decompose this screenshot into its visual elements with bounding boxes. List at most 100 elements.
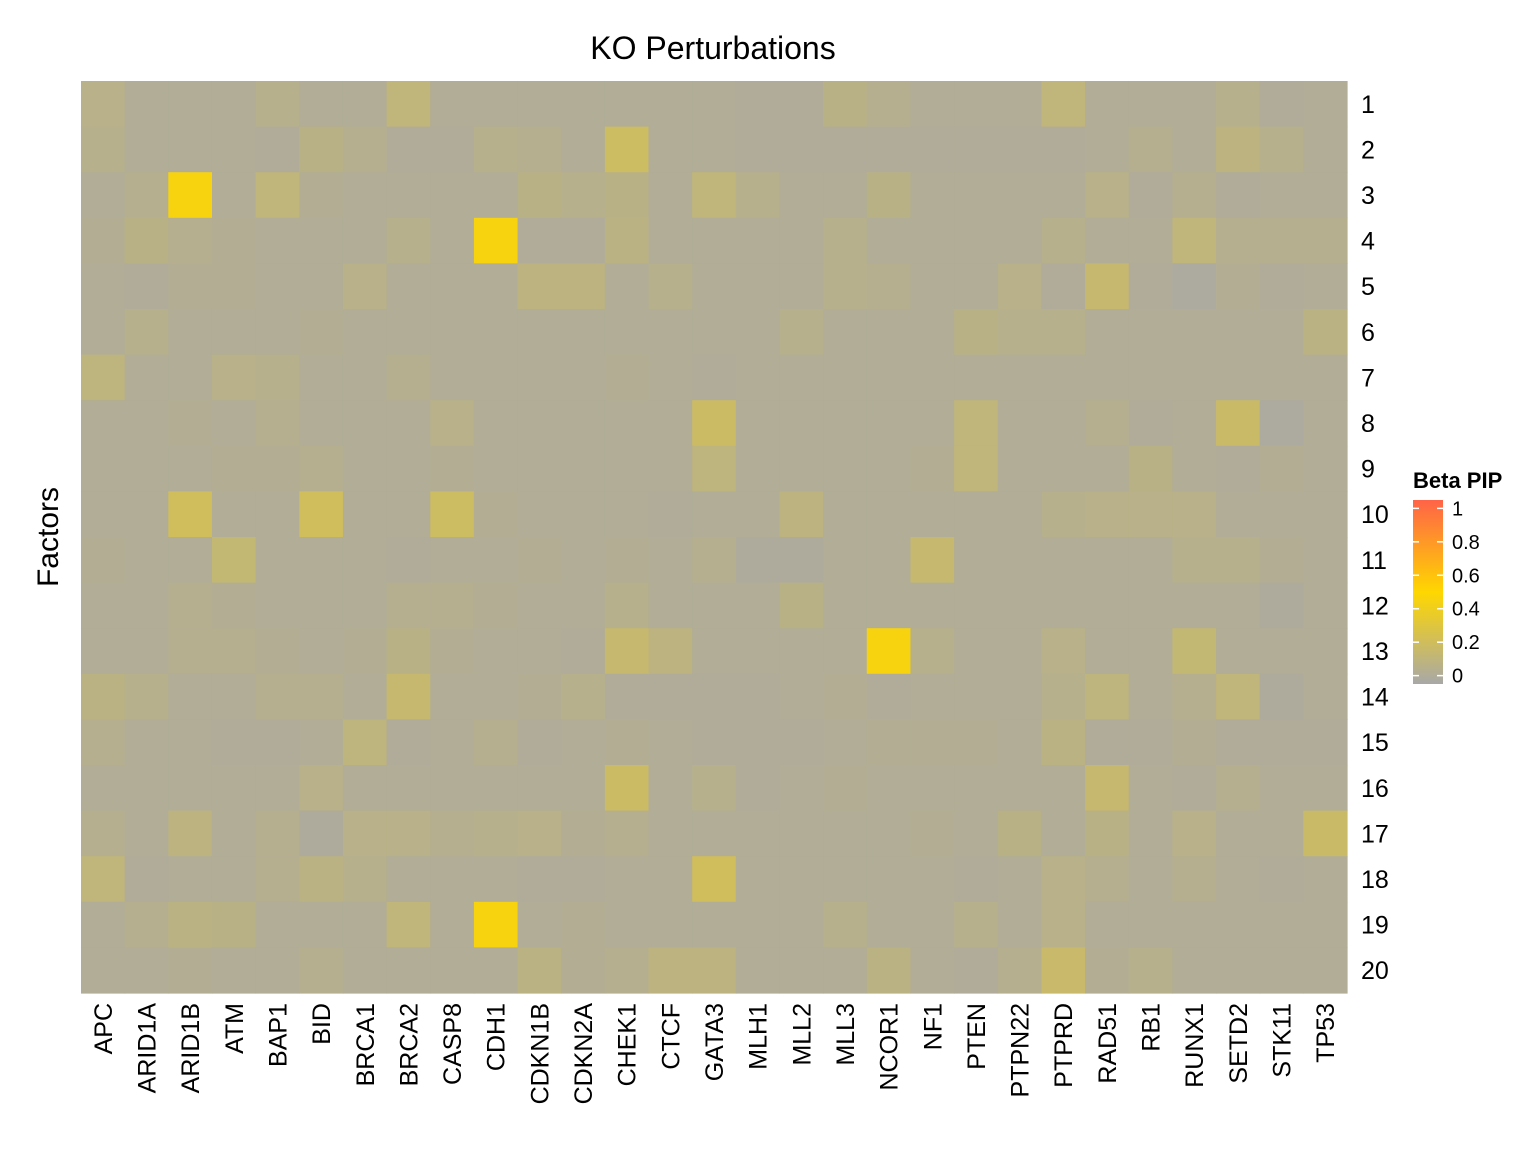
heatmap-cell bbox=[910, 81, 955, 128]
heatmap-cell bbox=[81, 537, 126, 584]
heatmap-cell bbox=[692, 491, 737, 538]
heatmap-cell bbox=[1259, 309, 1304, 356]
heatmap-cell bbox=[1128, 354, 1173, 401]
y-tick-label: 17 bbox=[1361, 820, 1389, 848]
heatmap-cell bbox=[866, 172, 912, 219]
heatmap-cell bbox=[473, 263, 519, 310]
heatmap-cell bbox=[779, 582, 824, 629]
heatmap-cell bbox=[823, 172, 868, 219]
heatmap-cell bbox=[1303, 947, 1348, 994]
heatmap-cell bbox=[692, 856, 737, 903]
heatmap-cell bbox=[954, 217, 999, 264]
x-tick-label: RAD51 bbox=[1094, 1003, 1122, 1084]
heatmap-cell bbox=[1303, 126, 1348, 173]
heatmap-cell bbox=[211, 309, 257, 356]
heatmap-cell bbox=[1303, 628, 1348, 675]
heatmap-cell bbox=[561, 719, 606, 766]
heatmap-cell bbox=[823, 673, 868, 720]
heatmap-cell bbox=[1085, 81, 1130, 128]
heatmap-cell bbox=[299, 537, 344, 584]
x-tick-label: ARID1B bbox=[177, 1003, 205, 1093]
heatmap-cell bbox=[1172, 172, 1217, 219]
heatmap-cell bbox=[1128, 400, 1173, 447]
heatmap-cell bbox=[1172, 263, 1217, 310]
heatmap-cell bbox=[1216, 719, 1261, 766]
y-tick-label: 4 bbox=[1361, 228, 1375, 256]
heatmap-cell bbox=[1085, 947, 1130, 994]
heatmap-cell bbox=[692, 582, 737, 629]
heatmap-cell bbox=[211, 400, 257, 447]
heatmap-cell bbox=[823, 537, 868, 584]
heatmap-cell bbox=[866, 901, 912, 948]
heatmap-cell bbox=[1085, 765, 1130, 812]
heatmap-cell bbox=[1303, 810, 1348, 857]
heatmap-cell bbox=[299, 491, 344, 538]
legend-tick-label: 0.2 bbox=[1452, 632, 1480, 654]
heatmap-cell bbox=[255, 445, 300, 492]
heatmap-cell bbox=[561, 856, 606, 903]
heatmap-cell bbox=[692, 81, 737, 128]
heatmap-cell bbox=[517, 81, 562, 128]
heatmap-cell bbox=[1259, 81, 1304, 128]
heatmap-cell bbox=[866, 263, 912, 310]
heatmap-cell bbox=[1085, 445, 1130, 492]
heatmap-cell bbox=[997, 400, 1043, 447]
y-tick-label: 8 bbox=[1361, 410, 1375, 438]
heatmap-cell bbox=[823, 628, 868, 675]
heatmap-cell bbox=[386, 81, 431, 128]
heatmap-cell bbox=[997, 491, 1043, 538]
heatmap-cell bbox=[823, 217, 868, 264]
heatmap-cell bbox=[386, 491, 431, 538]
heatmap-cell bbox=[823, 582, 868, 629]
heatmap-cell bbox=[779, 172, 824, 219]
heatmap-cell bbox=[954, 81, 999, 128]
heatmap-cell bbox=[1259, 765, 1304, 812]
heatmap-cell bbox=[561, 582, 606, 629]
heatmap-cell bbox=[1085, 354, 1130, 401]
heatmap-cell bbox=[648, 400, 693, 447]
heatmap-cell bbox=[1303, 445, 1348, 492]
y-tick-label: 16 bbox=[1361, 775, 1389, 803]
heatmap-cell bbox=[430, 719, 475, 766]
heatmap-cell bbox=[1128, 172, 1173, 219]
heatmap-cell bbox=[81, 445, 126, 492]
heatmap-cell bbox=[517, 582, 562, 629]
heatmap-cell bbox=[1216, 765, 1261, 812]
heatmap-cell bbox=[1128, 856, 1173, 903]
heatmap-cell bbox=[473, 765, 519, 812]
heatmap-cell bbox=[124, 856, 169, 903]
heatmap-cell bbox=[1041, 172, 1086, 219]
heatmap-cell bbox=[1216, 673, 1261, 720]
x-tick-label: CDH1 bbox=[483, 1003, 511, 1071]
heatmap-cell bbox=[342, 673, 388, 720]
heatmap-cell bbox=[124, 628, 169, 675]
heatmap-cell bbox=[255, 309, 300, 356]
heatmap-cell bbox=[910, 628, 955, 675]
heatmap-cell bbox=[648, 719, 693, 766]
heatmap-cell bbox=[517, 947, 562, 994]
heatmap-cell bbox=[1085, 537, 1130, 584]
heatmap-cell bbox=[473, 126, 519, 173]
heatmap-cell bbox=[124, 582, 169, 629]
heatmap-cell bbox=[910, 172, 955, 219]
heatmap-cell bbox=[386, 263, 431, 310]
x-tick-label: CDKN1B bbox=[526, 1003, 554, 1104]
x-tick-label: BRCA1 bbox=[352, 1003, 380, 1086]
heatmap-cell bbox=[910, 719, 955, 766]
heatmap-cell bbox=[561, 172, 606, 219]
heatmap-cell bbox=[954, 628, 999, 675]
heatmap-cell bbox=[1172, 673, 1217, 720]
heatmap-cell bbox=[81, 309, 126, 356]
heatmap-cell bbox=[1216, 309, 1261, 356]
heatmap-cell bbox=[1216, 445, 1261, 492]
heatmap-cell bbox=[124, 537, 169, 584]
heatmap-cell bbox=[954, 309, 999, 356]
heatmap-cell bbox=[342, 810, 388, 857]
heatmap-cell bbox=[1172, 901, 1217, 948]
heatmap-cell bbox=[735, 856, 781, 903]
heatmap-cell bbox=[81, 217, 126, 264]
heatmap-cell bbox=[735, 126, 781, 173]
heatmap-cell bbox=[386, 582, 431, 629]
heatmap-cell bbox=[386, 856, 431, 903]
heatmap-cell bbox=[910, 673, 955, 720]
